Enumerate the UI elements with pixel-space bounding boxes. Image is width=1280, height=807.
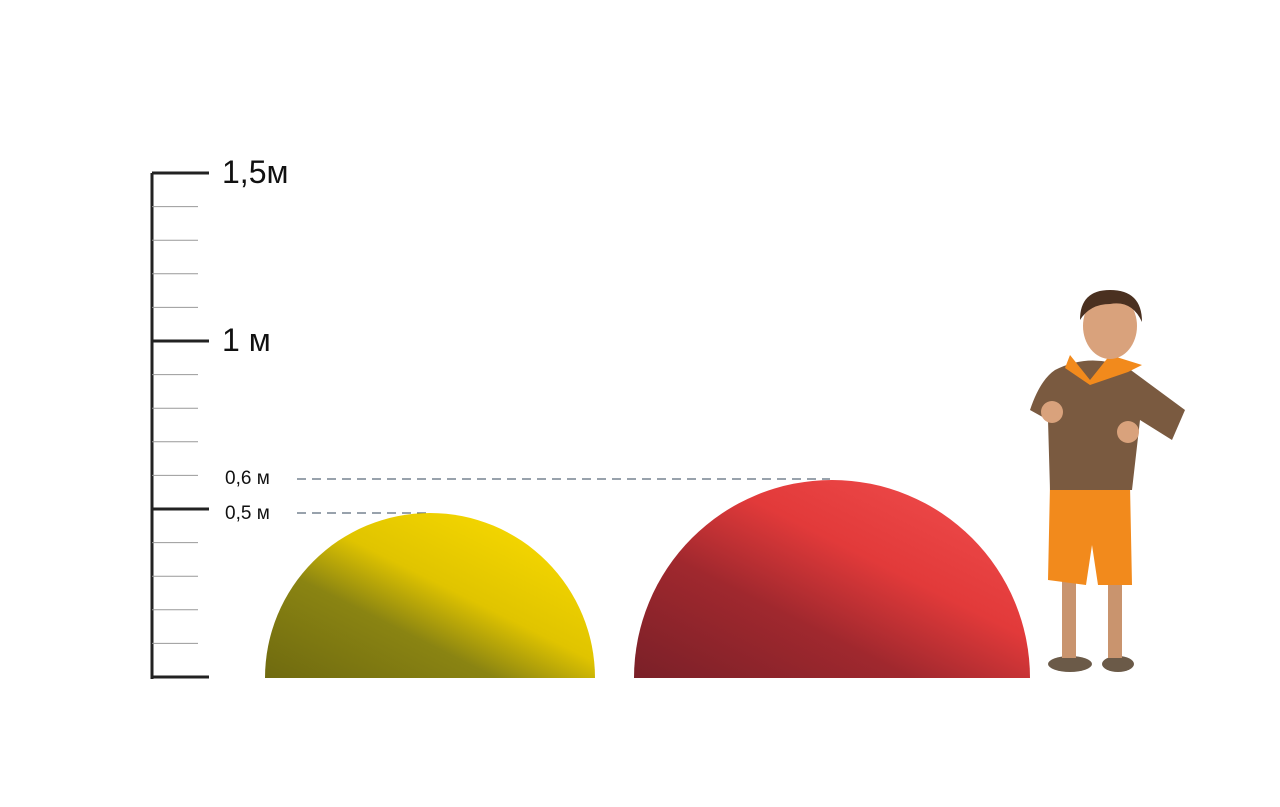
- red-half-sphere: [634, 480, 1030, 678]
- label-0-5m: 0,5 м: [225, 503, 270, 524]
- label-0-6m: 0,6 м: [225, 468, 270, 489]
- height-scale: 1,5м 1 м 0,6 м 0,5 м: [150, 154, 830, 679]
- child-figure: [1030, 290, 1185, 672]
- yellow-half-sphere: [265, 513, 595, 678]
- label-1m: 1 м: [222, 322, 271, 358]
- label-1-5m: 1,5м: [222, 154, 288, 190]
